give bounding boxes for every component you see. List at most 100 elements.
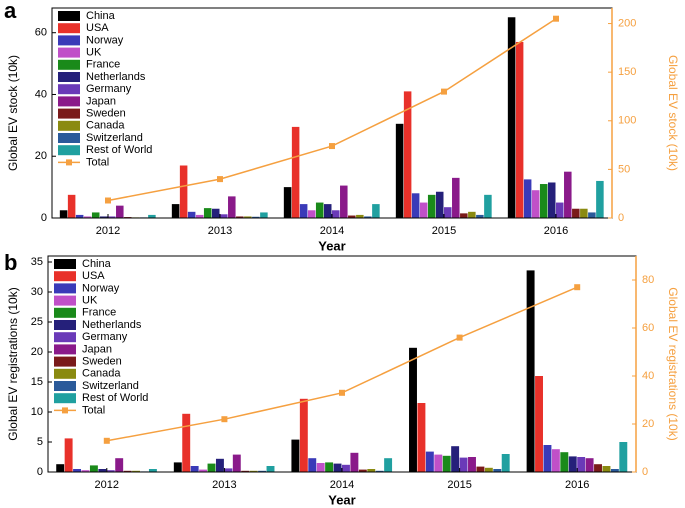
bar	[291, 126, 300, 218]
y-tick-label: 25	[31, 316, 43, 328]
y2-tick-label: 100	[618, 115, 636, 127]
legend-label: Germany	[82, 331, 128, 343]
bar	[551, 449, 560, 472]
y-axis-label: Global EV stock (10k)	[6, 55, 20, 171]
x-axis-label: Year	[318, 238, 345, 253]
legend-label: USA	[82, 270, 105, 282]
bar	[476, 466, 485, 472]
legend-swatch	[58, 59, 80, 70]
bar	[64, 438, 73, 472]
legend-label: Canada	[82, 368, 121, 380]
x-tick-label: 2014	[330, 479, 354, 491]
bar	[348, 215, 356, 218]
bar	[358, 469, 367, 472]
bar	[619, 442, 628, 472]
legend-swatch	[54, 332, 76, 343]
legend-swatch	[58, 120, 80, 131]
legend-label: Rest of World	[86, 144, 152, 156]
legend-swatch	[54, 295, 76, 306]
bar	[207, 463, 216, 472]
y2-tick-label: 40	[642, 370, 654, 382]
bar	[526, 270, 535, 472]
legend-swatch	[54, 381, 76, 391]
y2-tick-label: 150	[618, 66, 636, 78]
bar	[115, 458, 124, 472]
y2-axis-label: Global EV stock (10k)	[666, 55, 680, 171]
bar	[375, 470, 384, 472]
legend-swatch	[58, 96, 80, 107]
legend-label: Germany	[86, 83, 132, 95]
y-tick-label: 35	[31, 256, 43, 268]
legend-swatch	[58, 35, 80, 46]
legend-swatch	[54, 271, 76, 282]
y-tick-label: 5	[37, 436, 43, 448]
bar	[507, 17, 516, 218]
x-tick-label: 2016	[565, 479, 589, 491]
y2-tick-label: 80	[642, 274, 654, 286]
legend-label: Switzerland	[82, 380, 139, 392]
bar	[356, 214, 364, 218]
bar	[91, 212, 100, 218]
bar	[67, 194, 76, 218]
y2-tick-label: 20	[642, 418, 654, 430]
bar	[108, 216, 116, 218]
legend-label: Norway	[86, 34, 124, 46]
bar	[468, 211, 476, 218]
bar	[572, 208, 580, 218]
bar	[232, 454, 241, 472]
bar	[350, 452, 359, 472]
bar	[249, 470, 258, 472]
bar	[535, 376, 543, 472]
bar	[403, 91, 412, 218]
total-marker	[329, 143, 335, 150]
bar	[59, 210, 68, 218]
bar	[484, 467, 493, 472]
bar	[409, 347, 417, 472]
legend-swatch	[54, 283, 76, 294]
bar	[171, 204, 180, 218]
bar	[190, 466, 199, 472]
bar	[556, 202, 564, 218]
legend-label: Netherlands	[82, 319, 142, 331]
bar	[459, 457, 468, 472]
total-marker	[441, 88, 447, 95]
bar	[83, 216, 92, 218]
bar	[73, 469, 82, 472]
bar	[211, 208, 220, 218]
bar	[568, 456, 577, 472]
bar	[215, 458, 224, 472]
legend-label: Rest of World	[82, 392, 148, 404]
bar	[199, 469, 208, 472]
legend-label: France	[86, 59, 120, 71]
bar	[367, 469, 376, 472]
legend-swatch	[54, 393, 76, 404]
bar	[427, 194, 436, 218]
bar	[364, 216, 372, 218]
total-marker	[574, 284, 581, 291]
bar	[106, 470, 115, 472]
x-tick-label: 2013	[208, 225, 232, 237]
bar	[342, 464, 350, 472]
y-tick-label: 30	[31, 286, 43, 298]
bar	[419, 202, 428, 218]
bar	[594, 464, 602, 472]
bar	[182, 413, 191, 472]
legend-label: Total	[86, 156, 109, 168]
bar	[99, 216, 108, 218]
total-marker	[105, 197, 111, 204]
bar	[425, 451, 434, 472]
bar	[299, 398, 308, 472]
bar	[187, 211, 196, 218]
y2-tick-label: 0	[642, 466, 648, 478]
legend-label: Switzerland	[86, 132, 143, 144]
bar	[252, 216, 260, 218]
legend-label: Japan	[86, 95, 116, 107]
bar	[75, 214, 84, 218]
y2-tick-label: 60	[642, 322, 654, 334]
bar	[98, 469, 107, 472]
x-tick-label: 2015	[432, 225, 456, 237]
y-tick-label: 40	[35, 88, 47, 100]
bar	[323, 204, 332, 218]
bar	[434, 454, 443, 472]
bar	[460, 213, 468, 218]
